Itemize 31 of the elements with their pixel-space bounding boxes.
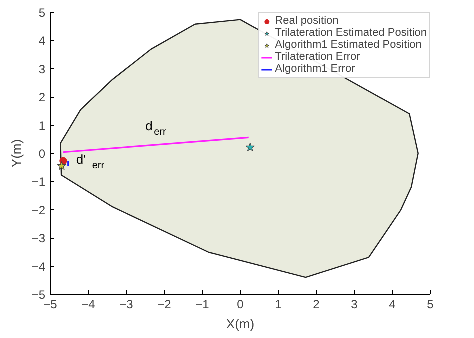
legend-label: Algorithm1 Estimated Position: [275, 39, 422, 51]
y-tick-label: −1: [32, 175, 46, 190]
y-tick-label: 5: [38, 6, 46, 20]
x-tick-label: −4: [82, 298, 96, 312]
x-tick-label: −2: [158, 298, 172, 312]
legend-label: Algorithm1 Error: [275, 63, 356, 75]
x-tick-label: −1: [196, 298, 210, 312]
legend-label: Trilateration Error: [275, 51, 360, 63]
y-axis-title: Y(m): [8, 139, 24, 168]
y-tick-label: 0: [38, 147, 46, 161]
y-tick-label: 3: [38, 62, 46, 76]
point: [246, 142, 255, 152]
y-tick-label: 4: [38, 34, 46, 48]
x-tick-label: 2: [313, 298, 320, 312]
x-tick-label: 0: [237, 298, 244, 312]
x-tick-label: 5: [427, 298, 434, 312]
y-tick-label: −4: [32, 260, 46, 274]
legend-label: Real position: [275, 15, 339, 27]
y-tick-label: 2: [38, 90, 46, 105]
x-axis-title: X(m): [226, 316, 255, 332]
y-tick-label: −3: [32, 232, 46, 246]
y-tick-label: −5: [32, 288, 46, 302]
point: [57, 161, 66, 170]
y-tick-label: 1: [38, 118, 46, 133]
x-tick-label: 3: [351, 298, 358, 312]
x-tick-label: 4: [389, 298, 396, 312]
legend-label: Trilateration Estimated Position: [275, 27, 427, 39]
x-tick-label: 1: [275, 298, 282, 312]
y-tick-label: −2: [32, 203, 46, 218]
annotation: d'err: [76, 152, 106, 172]
x-tick-label: −3: [120, 298, 134, 312]
